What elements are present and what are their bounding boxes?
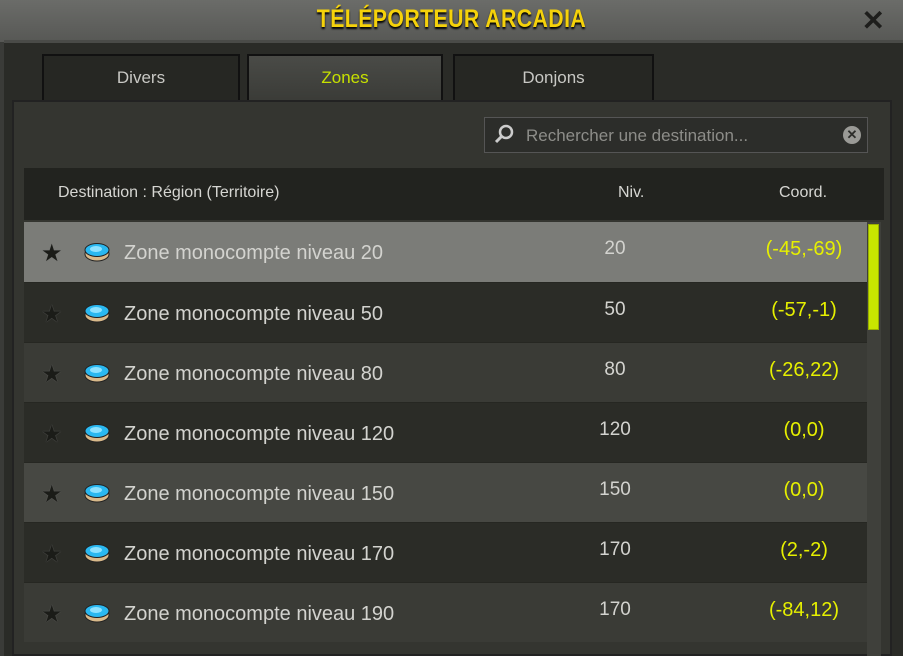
zaap-icon [84,484,110,503]
destination-name: Zone monocompte niveau 50 [124,303,384,325]
level: 80 [604,359,626,380]
table-row[interactable]: ★ Zone monocompte niveau 20 20 (-45,-69) [24,222,867,282]
destination-name: Zone monocompte niveau 20 [124,242,384,264]
tab-zones[interactable]: Zones [247,54,443,102]
level: 20 [604,238,626,259]
table-row[interactable]: ★ Zone monocompte niveau 120 120 (0,0) [24,402,867,462]
level: 120 [599,419,631,440]
table-row[interactable]: ★ Zone monocompte niveau 150 150 (0,0) [24,462,867,522]
favorite-star-icon[interactable]: ★ [41,601,63,628]
zaap-icon [84,243,110,262]
coordinates: (0,0) [783,479,825,501]
destination-name: Zone monocompte niveau 150 [124,483,395,505]
scrollbar[interactable] [867,222,881,656]
search-input[interactable]: Rechercher une destination... ✕ [484,117,868,153]
zaap-icon [84,304,110,323]
table-row[interactable]: ★ Zone monocompte niveau 170 170 (2,-2) [24,522,867,582]
zaap-icon [84,364,110,383]
header-niv[interactable]: Niv. [618,184,645,201]
coordinates: (-26,22) [768,359,840,381]
scrollbar-thumb[interactable] [868,224,879,330]
header-destination[interactable]: Destination : Région (Territoire) [58,184,280,201]
window-title: TÉLÉPORTEUR ARCADIA [316,5,587,33]
level: 170 [599,539,631,560]
coordinates: (-84,12) [768,599,840,621]
zaap-icon [84,604,110,623]
search-placeholder: Rechercher une destination... [526,126,749,145]
table-header: Destination : Région (Territoire) Niv. C… [24,168,884,220]
coordinates: (0,0) [783,419,825,441]
title-bar: TÉLÉPORTEUR ARCADIA ✕ [0,0,903,42]
destination-name: Zone monocompte niveau 80 [124,363,384,385]
coordinates: (-57,-1) [771,299,837,321]
coordinates: (2,-2) [780,539,828,561]
tab-divers[interactable]: Divers [42,54,240,100]
favorite-star-icon[interactable]: ★ [41,361,63,388]
destination-name: Zone monocompte niveau 190 [124,603,395,625]
coordinates: (-45,-69) [765,238,843,260]
favorite-star-icon[interactable]: ★ [41,481,63,508]
level: 50 [604,299,626,320]
favorite-star-icon[interactable]: ★ [41,301,63,328]
level: 170 [599,599,631,620]
favorite-star-icon[interactable]: ★ [41,541,63,568]
tab-donjons[interactable]: Donjons [453,54,654,100]
close-icon[interactable]: ✕ [861,5,885,36]
zaap-icon [84,544,110,563]
level: 150 [599,479,631,500]
zaap-icon [84,424,110,443]
table-row[interactable]: ★ Zone monocompte niveau 80 80 (-26,22) [24,342,867,402]
table-row[interactable]: ★ Zone monocompte niveau 190 170 (-84,12… [24,582,867,642]
clear-search-icon[interactable]: ✕ [843,126,861,144]
destination-list: ★ Zone monocompte niveau 20 20 (-45,-69)… [24,222,867,642]
favorite-star-icon[interactable]: ★ [41,240,63,267]
destination-name: Zone monocompte niveau 170 [124,543,395,565]
destination-name: Zone monocompte niveau 120 [124,423,395,445]
favorite-star-icon[interactable]: ★ [41,421,63,448]
header-coord[interactable]: Coord. [779,184,828,201]
search-icon [494,124,514,144]
table-row[interactable]: ★ Zone monocompte niveau 50 50 (-57,-1) [24,282,867,342]
